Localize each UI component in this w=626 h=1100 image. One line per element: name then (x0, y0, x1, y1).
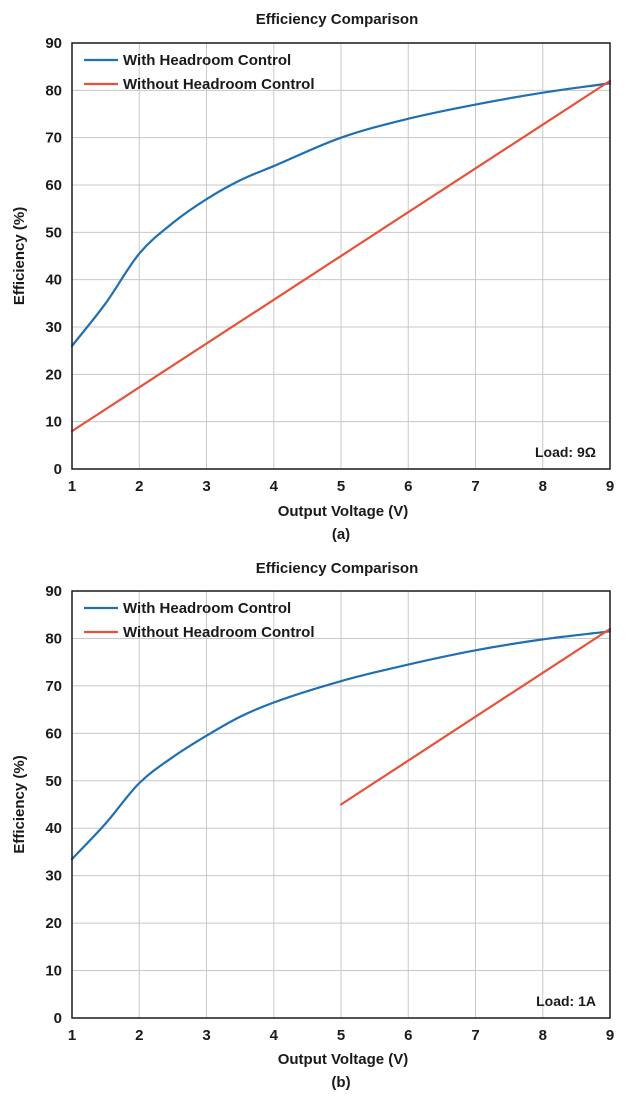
legend-entry: With Headroom Control (123, 600, 291, 617)
y-axis-label: Efficiency (%) (11, 207, 28, 305)
plot-area-frame (71, 590, 611, 1019)
y-tick-label: 60 (45, 725, 62, 742)
y-tick-label: 80 (45, 82, 62, 99)
x-tick-label: 3 (202, 478, 210, 495)
y-tick-label: 20 (45, 366, 62, 383)
x-tick-label: 2 (135, 1027, 143, 1044)
y-tick-label: 10 (45, 414, 62, 431)
load-annotation: Load: 9Ω (535, 444, 596, 460)
chart-subtitle: (a) (332, 526, 350, 543)
x-tick-label: 1 (68, 1027, 76, 1044)
series-line-with-headroom-control (70, 82, 612, 348)
legend-entry: Without Headroom Control (123, 624, 315, 641)
y-axis-label: Efficiency (%) (11, 755, 28, 853)
y-tick-label: 10 (45, 963, 62, 980)
y-tick-label: 80 (45, 630, 62, 647)
x-tick-label: 1 (68, 478, 76, 495)
y-tick-label: 70 (45, 678, 62, 695)
x-tick-label: 3 (202, 1027, 210, 1044)
legend-entry: With Headroom Control (123, 52, 291, 69)
series-line-without-headroom-control (339, 627, 612, 806)
plot-area-frame (71, 42, 611, 470)
x-tick-label: 4 (270, 478, 279, 495)
x-tick-label: 9 (606, 478, 614, 495)
y-tick-label: 60 (45, 177, 62, 194)
x-tick-label: 2 (135, 478, 143, 495)
y-tick-label: 90 (45, 583, 62, 600)
y-tick-label: 0 (54, 461, 62, 478)
y-tick-label: 90 (45, 35, 62, 52)
chart-subtitle: (b) (331, 1074, 350, 1091)
y-tick-label: 40 (45, 272, 62, 289)
y-tick-label: 40 (45, 820, 62, 837)
legend-entry: Without Headroom Control (123, 76, 315, 93)
series-line-with-headroom-control (70, 630, 612, 861)
x-tick-label: 6 (404, 1027, 412, 1044)
y-tick-label: 70 (45, 130, 62, 147)
x-tick-label: 8 (539, 1027, 547, 1044)
x-axis-label: Output Voltage (V) (278, 503, 409, 520)
y-tick-label: 50 (45, 224, 62, 241)
x-tick-label: 9 (606, 1027, 614, 1044)
y-tick-label: 50 (45, 773, 62, 790)
x-tick-label: 4 (270, 1027, 279, 1044)
chart-title: Efficiency Comparison (256, 11, 419, 28)
x-tick-label: 5 (337, 478, 345, 495)
x-tick-label: 8 (539, 478, 547, 495)
x-tick-label: 5 (337, 1027, 345, 1044)
y-tick-label: 0 (54, 1010, 62, 1027)
series-line-without-headroom-control (70, 79, 612, 433)
x-tick-label: 7 (471, 478, 479, 495)
y-tick-label: 20 (45, 915, 62, 932)
x-tick-label: 7 (471, 1027, 479, 1044)
y-tick-label: 30 (45, 319, 62, 336)
load-annotation: Load: 1A (536, 993, 596, 1009)
chart-title: Efficiency Comparison (256, 560, 419, 577)
x-axis-label: Output Voltage (V) (278, 1051, 409, 1068)
y-tick-label: 30 (45, 868, 62, 885)
x-tick-label: 6 (404, 478, 412, 495)
